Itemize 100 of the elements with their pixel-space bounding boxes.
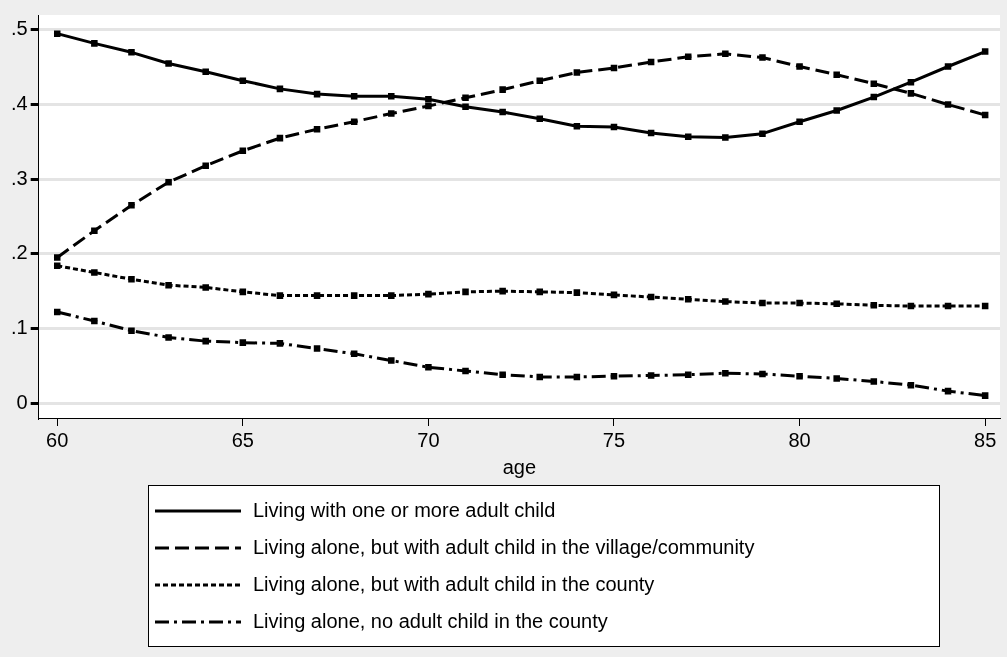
point xyxy=(499,287,506,295)
point xyxy=(462,94,469,102)
point xyxy=(350,350,358,358)
point xyxy=(128,49,135,56)
point xyxy=(573,69,581,76)
point xyxy=(388,292,395,299)
point xyxy=(944,101,952,108)
point xyxy=(610,64,618,72)
point xyxy=(833,300,840,308)
point xyxy=(722,50,729,58)
y-tick-label: .2 xyxy=(10,241,28,264)
point xyxy=(981,392,989,399)
x-tick-label: 70 xyxy=(417,428,440,451)
point xyxy=(388,357,395,364)
x-tick-label: 60 xyxy=(46,428,69,451)
point xyxy=(870,302,878,309)
point xyxy=(536,373,544,381)
point xyxy=(313,292,321,299)
point xyxy=(907,90,915,97)
point xyxy=(944,63,952,70)
point xyxy=(684,133,692,140)
point xyxy=(53,262,61,270)
point xyxy=(388,110,395,117)
point xyxy=(944,387,952,395)
legend-label: Living with one or more adult child xyxy=(253,499,556,522)
point xyxy=(276,85,284,93)
point xyxy=(759,130,766,137)
point xyxy=(722,134,729,141)
point xyxy=(647,129,655,137)
point xyxy=(722,369,729,377)
point xyxy=(981,48,989,55)
point xyxy=(165,60,172,67)
point xyxy=(499,86,506,93)
point xyxy=(91,227,98,234)
point xyxy=(573,373,581,381)
point xyxy=(276,292,284,299)
point xyxy=(722,298,729,305)
point xyxy=(796,372,803,380)
point xyxy=(833,71,840,78)
y-tick-label: .4 xyxy=(10,92,28,115)
point xyxy=(165,281,172,289)
x-tick-label: 80 xyxy=(788,428,811,451)
point xyxy=(425,290,432,298)
point xyxy=(462,367,469,375)
point xyxy=(276,340,284,347)
point xyxy=(165,334,172,341)
point xyxy=(53,254,61,261)
point xyxy=(425,363,432,371)
point xyxy=(53,308,61,316)
point xyxy=(91,40,98,47)
point xyxy=(981,302,989,310)
point xyxy=(684,53,692,61)
point xyxy=(202,68,209,75)
point xyxy=(647,293,655,301)
point xyxy=(350,118,358,125)
point xyxy=(870,93,878,101)
point xyxy=(907,381,915,389)
point xyxy=(610,372,618,380)
point xyxy=(981,111,989,119)
point xyxy=(610,291,618,299)
point xyxy=(128,327,135,334)
point xyxy=(313,345,321,352)
point xyxy=(462,288,469,296)
point xyxy=(610,123,618,131)
point xyxy=(907,302,915,310)
point xyxy=(53,30,61,37)
legend-label: Living alone, but with adult child in the village/community xyxy=(253,536,755,559)
point xyxy=(833,375,840,382)
point xyxy=(313,125,321,133)
point xyxy=(350,292,358,299)
point xyxy=(759,54,766,61)
point xyxy=(128,202,135,209)
point xyxy=(684,296,692,303)
point xyxy=(759,299,766,307)
point xyxy=(499,371,506,378)
point xyxy=(239,77,247,84)
point xyxy=(276,134,284,142)
point xyxy=(573,289,581,296)
point xyxy=(425,96,432,103)
point xyxy=(165,178,172,186)
y-tick-label: .1 xyxy=(10,315,28,338)
point xyxy=(833,107,840,114)
point xyxy=(313,90,321,98)
point xyxy=(870,378,878,385)
x-axis-title: age xyxy=(502,455,537,478)
point xyxy=(647,58,655,66)
x-tick-label: 65 xyxy=(231,428,254,451)
point xyxy=(684,371,692,378)
y-tick-label: 0 xyxy=(16,390,28,413)
point xyxy=(647,372,655,379)
point xyxy=(239,339,247,346)
point xyxy=(536,288,544,296)
point xyxy=(388,93,395,100)
point xyxy=(202,162,209,170)
point xyxy=(91,317,98,325)
x-tick-label: 75 xyxy=(602,428,626,451)
point xyxy=(759,370,766,378)
point xyxy=(239,147,247,155)
point xyxy=(796,118,803,125)
point xyxy=(870,80,878,87)
